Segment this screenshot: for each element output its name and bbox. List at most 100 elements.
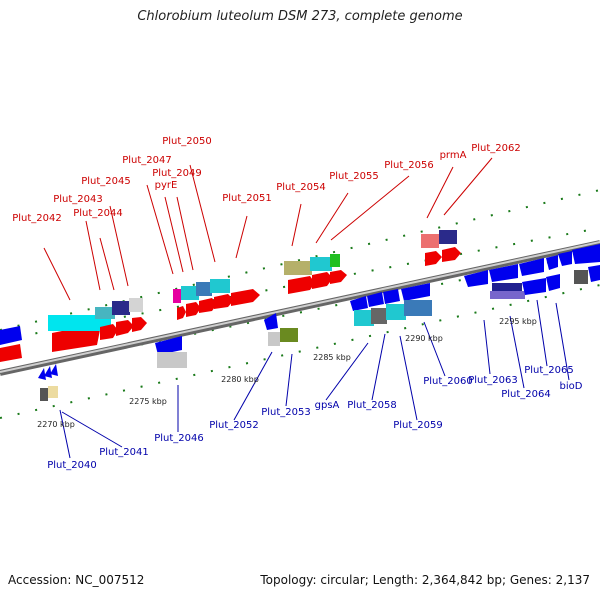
gene-label-plut-2064[interactable]: Plut_2064 (501, 389, 551, 400)
topology-label: Topology: circular; Length: 2,364,842 bp… (260, 573, 590, 587)
gene-label-plut-2060[interactable]: Plut_2060 (423, 376, 473, 387)
cds-plut-2050b (199, 298, 217, 313)
gene-label-biod[interactable]: bioD (560, 381, 583, 392)
cds-plut-2063b (489, 264, 518, 282)
gene-label-plut-2049[interactable]: Plut_2049 (152, 168, 202, 179)
cds-plut-2065b (558, 251, 572, 266)
cds-plut-2040b (44, 366, 52, 378)
scale-tick-labels: 2270 kbp 2275 kbp 2280 kbp 2285 kbp 2290… (37, 317, 537, 429)
feature-blue-2060 (404, 300, 432, 316)
feature-grey-2046 (157, 352, 187, 368)
gene-label-gpsa[interactable]: gpsA (315, 400, 340, 411)
gene-label-prma[interactable]: prmA (440, 150, 467, 161)
feature-cyan-2059 (386, 304, 406, 320)
cds-plut-2052 (264, 313, 278, 330)
cds-prma (425, 251, 442, 266)
gene-label-plut-2040[interactable]: Plut_2040 (47, 460, 97, 471)
cds-plut-2064b (522, 278, 546, 295)
cds-plut-2040c (50, 364, 58, 376)
feature-navy-2044 (112, 301, 130, 315)
forward-features (48, 230, 461, 352)
feature-olive-2054 (284, 261, 312, 275)
guide-lines (0, 189, 600, 419)
cds-plut-2064 (519, 258, 544, 276)
forward-gene-labels: Plut_2042 Plut_2043 Plut_2044 Plut_2045 … (12, 136, 521, 224)
feature-navy-2062 (439, 230, 457, 244)
feature-cyan-2050 (210, 279, 230, 293)
gene-label-plut-2055[interactable]: Plut_2055 (329, 171, 379, 182)
gene-label-plut-2050[interactable]: Plut_2050 (162, 136, 212, 147)
feature-cyan-2058 (354, 310, 374, 326)
cds-plut-2050 (186, 302, 201, 317)
cds-gpsa (350, 296, 368, 311)
gene-label-plut-2065[interactable]: Plut_2065 (524, 365, 574, 376)
feature-magenta-2047 (173, 289, 181, 303)
gene-label-plut-2042[interactable]: Plut_2042 (12, 213, 62, 224)
gene-label-plut-2053[interactable]: Plut_2053 (261, 407, 311, 418)
gene-label-plut-2043[interactable]: Plut_2043 (53, 194, 103, 205)
cds-plut-2046 (155, 336, 182, 355)
cds-biod (572, 244, 600, 264)
guide-line-inner-bottom (0, 251, 600, 374)
cds-plut-2065 (546, 255, 558, 270)
guide-line-outer-bottom (0, 284, 600, 419)
cds-plut-2039b (0, 344, 22, 362)
feature-teal-2043 (95, 307, 115, 319)
cds-plut-2058 (383, 289, 400, 304)
gene-label-plut-2063[interactable]: Plut_2063 (468, 375, 518, 386)
scale-tick-2295: 2295 kbp (499, 317, 537, 326)
cds-gpsa-b (367, 292, 384, 307)
feature-pink-prma (421, 234, 439, 248)
gene-label-pyre[interactable]: pyrE (155, 180, 178, 191)
cds-plut-2062 (442, 247, 461, 262)
cds-plut-2055 (312, 272, 333, 289)
page-title: Chlorobium luteolum DSM 273, complete ge… (137, 9, 463, 24)
feature-grey-2058 (371, 308, 387, 324)
cds-plut-2039 (0, 326, 22, 345)
cds-plut-2051 (214, 294, 234, 309)
gene-label-plut-2054[interactable]: Plut_2054 (276, 182, 326, 193)
scale-tick-2270: 2270 kbp (37, 420, 75, 429)
scale-tick-2285: 2285 kbp (313, 353, 351, 362)
gene-label-plut-2047[interactable]: Plut_2047 (122, 155, 172, 166)
gene-label-plut-2059[interactable]: Plut_2059 (393, 420, 443, 431)
feature-grey-2040 (40, 388, 48, 401)
feature-grey-2045 (129, 298, 143, 312)
gene-label-plut-2046[interactable]: Plut_2046 (154, 433, 204, 444)
genome-backbone (0, 240, 600, 376)
accession-label: Accession: NC_007512 (8, 573, 145, 587)
scale-tick-2290: 2290 kbp (405, 334, 443, 343)
cds-plut-2045b (132, 317, 147, 332)
scale-tick-2280: 2280 kbp (221, 375, 259, 384)
cds-plut-2055b (330, 270, 347, 284)
feature-grey-biod (574, 270, 588, 284)
cds-plut-2065c (546, 274, 560, 291)
cds-plut-2044 (100, 324, 118, 340)
cds-plut-2051b (231, 289, 260, 306)
cds-biod-b (588, 265, 600, 282)
cds-plut-2063 (464, 270, 488, 287)
cds-pyre (177, 306, 186, 320)
gene-label-plut-2052[interactable]: Plut_2052 (209, 420, 259, 431)
gene-label-plut-2045[interactable]: Plut_2045 (81, 176, 131, 187)
feature-beige-2041 (48, 386, 58, 398)
cds-plut-2045 (116, 320, 134, 336)
feature-green-2055 (330, 254, 340, 267)
gene-label-plut-2044[interactable]: Plut_2044 (73, 208, 123, 219)
gene-label-plut-2051[interactable]: Plut_2051 (222, 193, 272, 204)
cds-plut-2059 (401, 283, 430, 301)
reverse-gene-labels: Plut_2040 Plut_2041 Plut_2046 Plut_2052 … (47, 365, 583, 471)
leader-lines (43, 157, 570, 459)
feature-cyan-2055 (310, 257, 332, 271)
reverse-features (0, 244, 600, 401)
gene-label-plut-2062[interactable]: Plut_2062 (471, 143, 521, 154)
gene-label-plut-2058[interactable]: Plut_2058 (347, 400, 397, 411)
scale-tick-2275: 2275 kbp (129, 397, 167, 406)
feature-olive-2053 (280, 328, 298, 342)
gene-label-plut-2056[interactable]: Plut_2056 (384, 160, 434, 171)
feature-blue-2049 (196, 282, 212, 296)
cds-plut-2040a (38, 368, 46, 380)
feature-grey-2052 (268, 332, 280, 346)
gene-label-plut-2041[interactable]: Plut_2041 (99, 447, 149, 458)
